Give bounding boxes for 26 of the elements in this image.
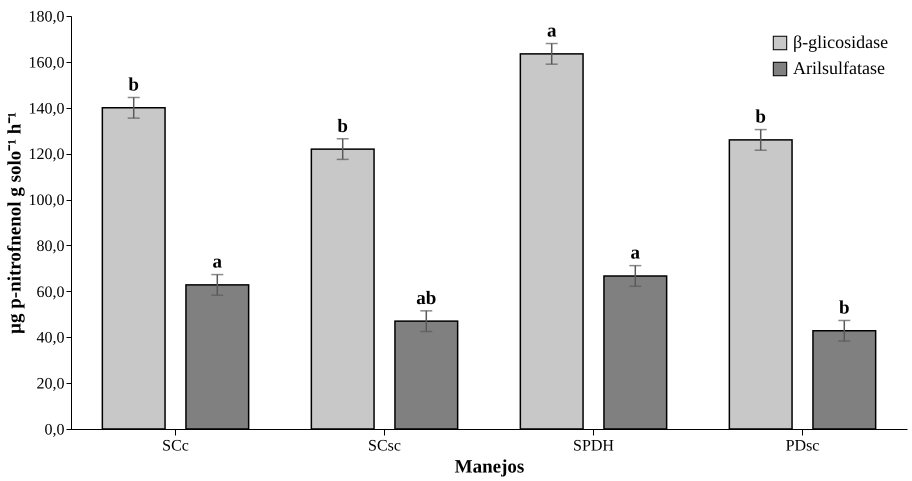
data-label: a — [546, 20, 557, 42]
data-label: a — [212, 252, 223, 273]
legend-label: β-glicosidase — [793, 32, 888, 52]
data-label: b — [337, 116, 348, 137]
x-tick-label: SCc — [162, 438, 189, 454]
y-tick-label: 0,0 — [44, 422, 64, 438]
y-tick-label: 100,0 — [28, 192, 64, 210]
y-tick-label: 160,0 — [28, 54, 64, 72]
y-tick-label: 140,0 — [28, 100, 64, 118]
y-tick-label: 120,0 — [28, 146, 64, 164]
data-label: a — [630, 242, 641, 264]
data-label: b — [755, 106, 766, 128]
x-tick-label: SCsc — [368, 438, 401, 454]
y-tick-label: 60,0 — [36, 284, 64, 301]
y-tick-label: 80,0 — [36, 238, 64, 255]
x-axis-title: Manejos — [454, 456, 524, 478]
data-label: b — [128, 74, 139, 96]
data-label: b — [839, 297, 850, 318]
y-tick-label: 180,0 — [28, 8, 64, 26]
data-label: ab — [416, 288, 436, 309]
x-tick-label: SPDH — [573, 438, 614, 454]
y-axis-title: µg p-nitrofnenol g solo⁻¹ h⁻¹ — [4, 112, 26, 334]
legend-label: Arilsulfatase — [793, 58, 885, 78]
y-tick-label: 40,0 — [36, 330, 64, 347]
y-tick-label: 20,0 — [36, 376, 64, 393]
x-tick-label: PDsc — [786, 438, 820, 454]
